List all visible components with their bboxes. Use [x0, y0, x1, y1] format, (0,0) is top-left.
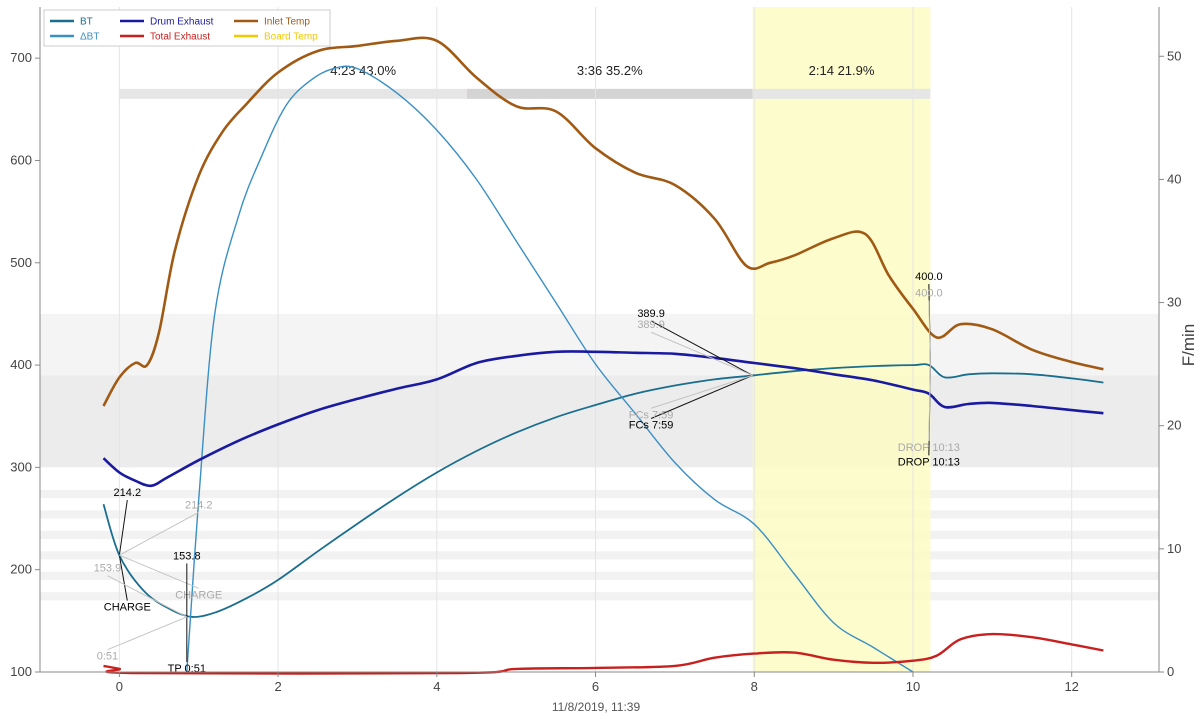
x-tick-label: 8	[751, 679, 758, 694]
y-left-tick-label: 200	[10, 562, 32, 577]
background-stripe	[40, 571, 1159, 580]
background-stripe	[40, 510, 1159, 519]
y-axis-right-label: F/min	[1179, 324, 1198, 367]
x-tick-label: 10	[906, 679, 920, 694]
annotation-leader	[650, 320, 753, 376]
annotation-value: 153.8	[173, 550, 201, 562]
annotation-value: 153.9	[94, 563, 122, 575]
legend-label: ΔBT	[80, 32, 99, 43]
legend-label: Total Exhaust	[150, 32, 210, 43]
y-left-tick-label: 300	[10, 459, 32, 474]
annotation-value: 389.9	[637, 319, 665, 331]
annotation-leader	[650, 331, 753, 376]
highlight-region	[752, 7, 931, 672]
annotation-leader	[928, 300, 931, 366]
annotation-leader	[650, 374, 753, 409]
background-band	[40, 313, 1159, 376]
annotation-leader	[119, 554, 199, 589]
annotation-value: 214.2	[114, 487, 142, 499]
chart-gridlines	[118, 7, 1073, 672]
phase-bar	[752, 88, 931, 99]
annotation-event-label: FCs 7:59	[629, 409, 674, 421]
chart-axes: 0 2 4 6 8 10 12 100 200 300 400 500 600 700 0 10 20 30 40 5…	[10, 7, 1181, 694]
annotation-leader	[928, 365, 931, 442]
background-stripe	[40, 592, 1159, 601]
annotation-leader	[107, 575, 188, 618]
legend-label: BT	[80, 17, 93, 28]
x-tick-label: 12	[1064, 679, 1078, 694]
annotation-leader	[118, 555, 128, 601]
y-right-tick-label: 40	[1167, 171, 1181, 186]
phase-label: 3:36 35.2%	[577, 63, 643, 78]
chart-background: 4:23 43.0% 3:36 35.2% 2:14 21.9%	[40, 7, 1159, 672]
background-band	[40, 375, 1159, 468]
annotation-event-label: DROP 10:13	[898, 456, 960, 468]
annotation-event-label: CHARGE	[175, 589, 222, 601]
series-line-inlet-temp	[102, 36, 1104, 407]
annotation-leader	[107, 616, 188, 651]
series-line-drum-exhaust	[102, 350, 1104, 488]
annotation-value: 400.0	[915, 271, 943, 283]
x-axis-label: 11/8/2019, 11:39	[552, 700, 641, 714]
y-left-tick-label: 500	[10, 255, 32, 270]
phase-bar	[466, 88, 753, 99]
annotation-leader	[118, 499, 128, 556]
phase-label: 2:14 21.9%	[809, 63, 875, 78]
annotation-event-label: TP 0:51	[168, 663, 206, 675]
series-line-delta-bt	[186, 65, 914, 673]
annotation-leader	[119, 511, 199, 556]
y-right-tick-label: 50	[1167, 48, 1181, 63]
y-left-tick-label: 400	[10, 357, 32, 372]
background-stripe	[40, 551, 1159, 560]
series-line-bt	[102, 363, 1104, 618]
legend-box	[43, 9, 331, 47]
y-right-tick-label: 0	[1167, 664, 1174, 679]
annotation-value: 214.2	[185, 499, 213, 511]
annotation-leader	[650, 374, 753, 419]
chart-series	[102, 36, 1104, 675]
chart-legend: BT ΔBT Drum Exhaust Total Exhaust Inlet Temp…	[43, 9, 331, 47]
y-left-tick-label: 100	[10, 664, 32, 679]
legend-label: Board Temp	[264, 32, 318, 43]
legend-label: Inlet Temp	[264, 17, 310, 28]
x-tick-label: 2	[274, 679, 281, 694]
x-tick-label: 6	[592, 679, 599, 694]
x-tick-label: 4	[433, 679, 440, 694]
x-tick-label: 0	[116, 679, 123, 694]
annotation-event-label: FCs 7:59	[629, 420, 674, 432]
y-left-tick-label: 600	[10, 152, 32, 167]
phase-label: 4:23 43.0%	[330, 63, 396, 78]
background-stripe	[40, 489, 1159, 499]
annotation-event-label: CHARGE	[104, 602, 151, 614]
y-right-tick-label: 30	[1167, 295, 1181, 310]
annotation-event-label: DROP 10:13	[898, 442, 960, 454]
background-stripe	[40, 530, 1159, 539]
y-right-tick-label: 20	[1167, 418, 1181, 433]
legend-label: Drum Exhaust	[150, 17, 214, 28]
chart-annotations: 214.2 CHARGE 214.2 CHARGE 153.8 TP 0:51 153.9 0…	[94, 271, 960, 675]
series-line-total-exhaust	[103, 632, 1104, 675]
phase-bar	[119, 88, 467, 99]
y-right-tick-label: 10	[1167, 541, 1181, 556]
annotation-value: 389.9	[637, 308, 665, 320]
annotation-event-label: 0:51	[97, 651, 118, 663]
y-left-tick-label: 700	[10, 50, 32, 65]
annotation-value: 400.0	[915, 288, 943, 300]
